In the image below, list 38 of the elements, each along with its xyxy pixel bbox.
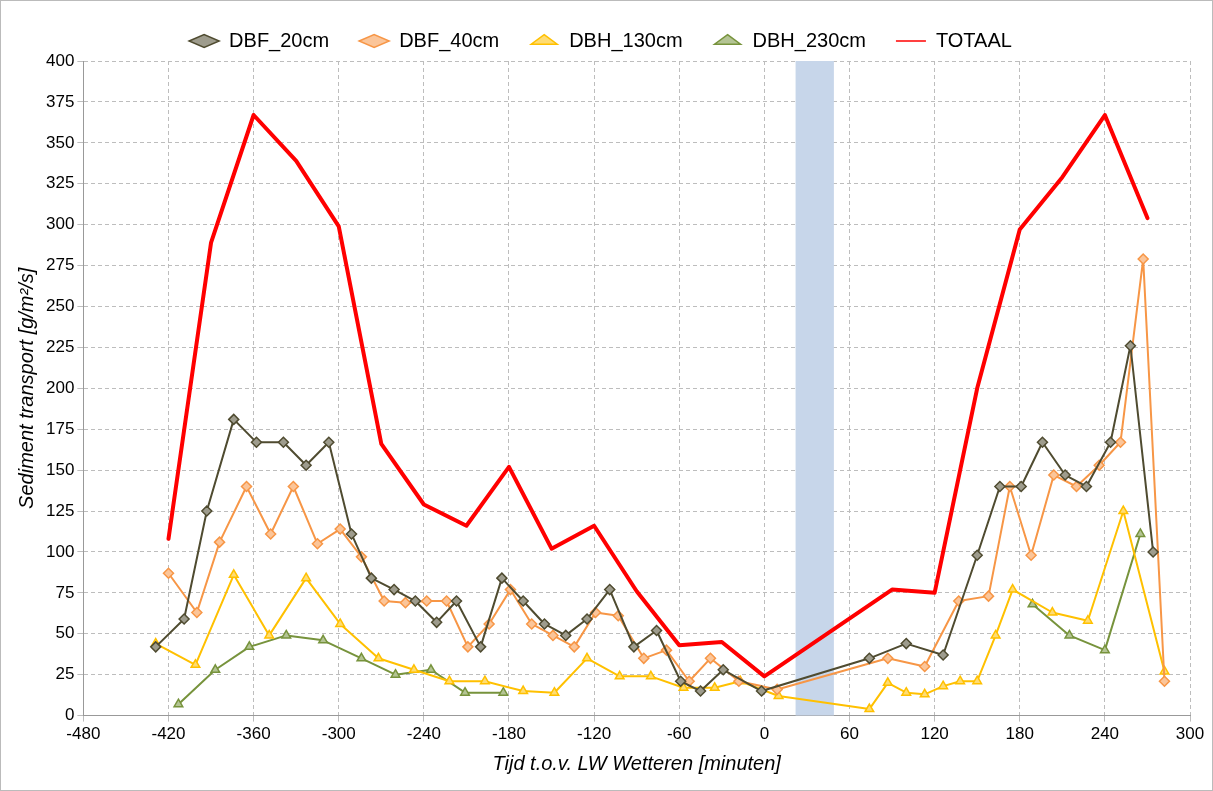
y-tick-label: 275 bbox=[45, 255, 75, 275]
x-axis-title: Tijd t.o.v. LW Wetteren [minuten] bbox=[492, 751, 782, 774]
y-axis-title: Sediment transport [g/m²/s] bbox=[14, 267, 37, 509]
y-tick-label: 125 bbox=[45, 500, 75, 520]
x-tick-label: -120 bbox=[577, 724, 612, 744]
y-tick-label: 100 bbox=[45, 541, 75, 561]
x-tick-label: -480 bbox=[66, 724, 101, 744]
x-tick-label: -60 bbox=[666, 724, 692, 744]
x-tick-label: 300 bbox=[1175, 724, 1205, 744]
x-tick-label: 0 bbox=[759, 724, 770, 744]
y-tick-label: 75 bbox=[55, 582, 75, 602]
x-tick-label: 120 bbox=[920, 724, 949, 744]
x-tick-label: 240 bbox=[1090, 724, 1120, 744]
x-tick-label: 180 bbox=[1005, 724, 1034, 744]
y-tick-label: 0 bbox=[64, 705, 75, 725]
x-tick-label: -360 bbox=[236, 724, 271, 744]
legend-label: DBH_130cm bbox=[569, 28, 683, 52]
y-tick-label: 375 bbox=[45, 91, 75, 111]
y-tick-label: 325 bbox=[45, 173, 75, 193]
y-tick-label: 175 bbox=[45, 418, 75, 438]
legend-label: DBF_40cm bbox=[399, 28, 500, 52]
y-tick-label: 200 bbox=[45, 377, 75, 397]
y-tick-label: 300 bbox=[45, 214, 75, 234]
y-tick-label: 400 bbox=[45, 50, 75, 70]
x-tick-label: -240 bbox=[406, 724, 441, 744]
legend-label: DBH_230cm bbox=[752, 28, 866, 52]
y-tick-label: 25 bbox=[55, 664, 75, 684]
legend-label: TOTAAL bbox=[935, 28, 1012, 51]
x-tick-label: -300 bbox=[321, 724, 356, 744]
y-tick-label: 50 bbox=[55, 623, 75, 643]
y-tick-label: 250 bbox=[45, 296, 75, 316]
y-tick-label: 225 bbox=[45, 337, 75, 357]
x-tick-label: -180 bbox=[491, 724, 527, 744]
y-tick-label: 150 bbox=[45, 459, 75, 479]
x-tick-label: 60 bbox=[840, 724, 859, 744]
legend-label: DBF_20cm bbox=[229, 28, 330, 52]
x-tick-label: -420 bbox=[151, 724, 186, 744]
y-tick-label: 350 bbox=[45, 132, 75, 152]
